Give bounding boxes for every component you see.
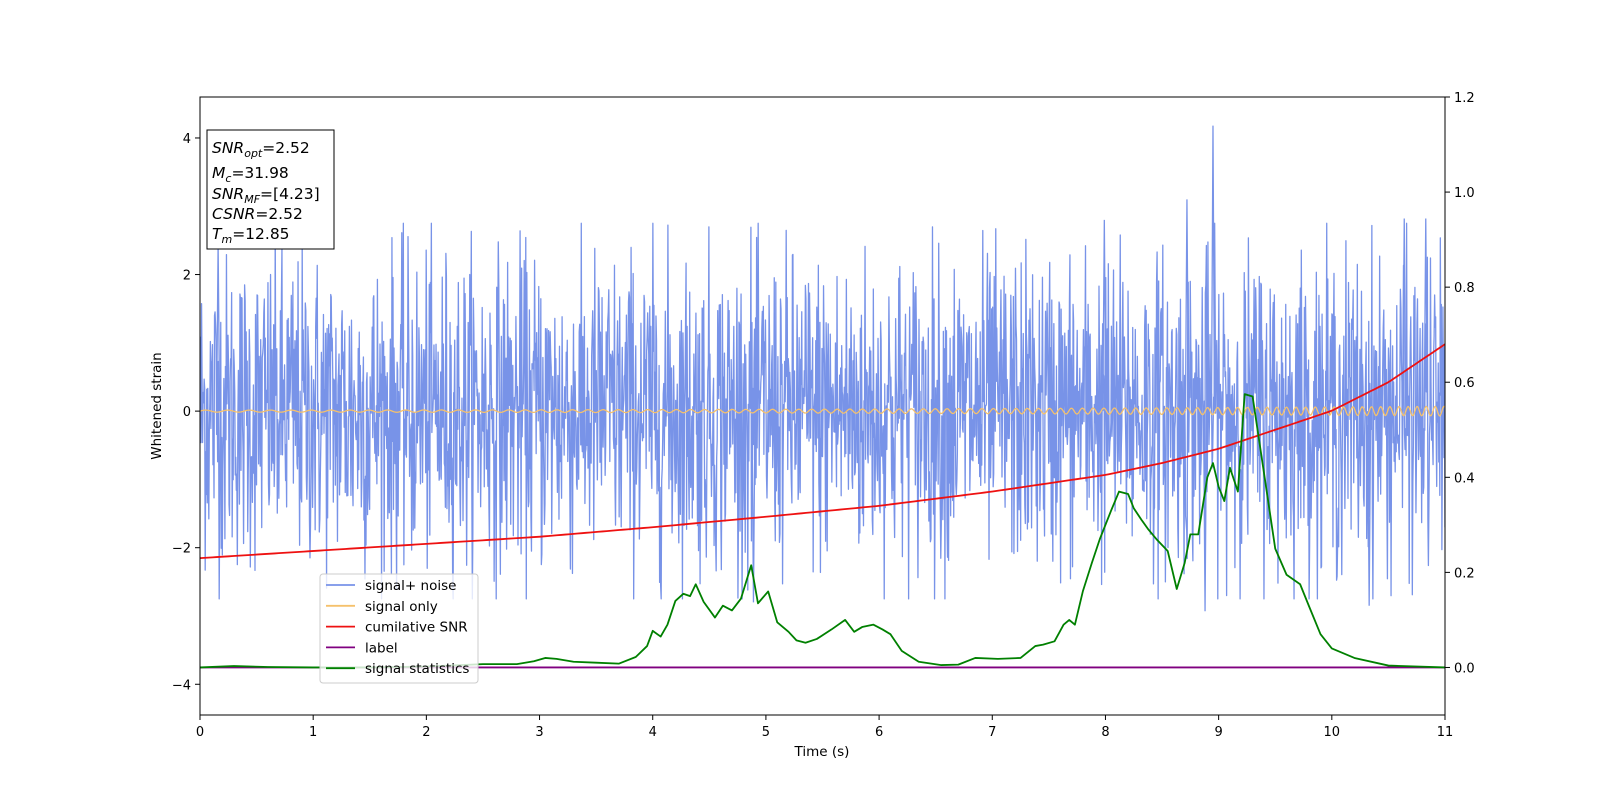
x-tick-label: 3 — [535, 725, 543, 740]
noise-peak-6 — [1367, 411, 1372, 606]
y-axis-left: −4 −2 0 2 4 — [172, 132, 200, 693]
y-axis-right: 0.0 0.2 0.4 0.6 0.8 1.0 1.2 — [1445, 91, 1475, 676]
y-tick-label: 4 — [183, 132, 191, 147]
noise-peak-3 — [1423, 218, 1428, 412]
y2-tick-label: 1.0 — [1454, 186, 1475, 201]
x-tick-label: 5 — [762, 725, 770, 740]
legend: signal+ noise signal only cumilative SNR la… — [319, 573, 479, 684]
y2-tick-label: 0.8 — [1454, 281, 1475, 296]
y2-tick-label: 0.6 — [1454, 376, 1475, 391]
legend-label: label — [365, 640, 398, 656]
x-axis-label: Time (s) — [794, 744, 850, 760]
legend-label: signal+ noise — [365, 578, 456, 594]
x-tick-label: 1 — [309, 725, 317, 740]
stats-box-frame — [206, 129, 335, 250]
legend-frame — [319, 573, 479, 684]
legend-label: signal statistics — [365, 661, 469, 677]
series-layer — [200, 125, 1445, 669]
noise-peak-4 — [1402, 218, 1407, 412]
x-tick-label: 11 — [1437, 725, 1454, 740]
y-tick-label: 2 — [183, 269, 191, 284]
x-tick-label: 6 — [875, 725, 883, 740]
plot-area-frame — [199, 96, 1446, 716]
stats-line: Mc=31.98 — [212, 164, 289, 185]
legend-label: cumilative SNR — [365, 620, 468, 636]
stats-box: SNRopt=2.52 Mc=31.98SNRMF=[4.23]CSNR=2.52… — [206, 129, 335, 250]
y-axis-label: Whitened strain — [149, 352, 165, 459]
noise-peak-0 — [1210, 125, 1216, 412]
y-tick-label: −4 — [172, 678, 191, 693]
noise-peak-7 — [1202, 411, 1208, 612]
noise-peak-8 — [751, 411, 756, 603]
stats-line: SNRMF=[4.23] — [212, 185, 320, 206]
y2-tick-label: 1.2 — [1454, 91, 1475, 106]
y2-tick-label: 0.2 — [1454, 566, 1475, 581]
x-tick-label: 9 — [1214, 725, 1222, 740]
y-tick-label: 0 — [183, 405, 191, 420]
series-line-signal-noise — [200, 222, 1445, 600]
stats-line: Tm=12.85 — [212, 225, 290, 246]
x-tick-label: 7 — [988, 725, 996, 740]
series-line-signal-only — [200, 405, 1445, 417]
stats-line: CSNR=2.52 — [212, 205, 303, 223]
legend-label: signal only — [365, 599, 438, 615]
x-tick-label: 0 — [196, 725, 204, 740]
x-tick-label: 4 — [649, 725, 657, 740]
y2-tick-label: 0.4 — [1454, 471, 1475, 486]
x-tick-label: 2 — [422, 725, 430, 740]
x-axis: 0 1 2 3 4 5 6 7 8 9 10 11 — [196, 715, 1453, 740]
noise-peak-1 — [1184, 199, 1190, 412]
y2-tick-label: 0.0 — [1454, 661, 1475, 676]
x-tick-label: 10 — [1324, 725, 1341, 740]
series-line-cumilative-snr — [200, 343, 1445, 560]
noise-peak-5 — [1102, 219, 1107, 412]
series-line-signal-statistics — [200, 393, 1445, 669]
y-tick-label: −2 — [172, 542, 191, 557]
x-tick-label: 8 — [1101, 725, 1109, 740]
stats-line: SNRopt=2.52 — [212, 139, 310, 160]
